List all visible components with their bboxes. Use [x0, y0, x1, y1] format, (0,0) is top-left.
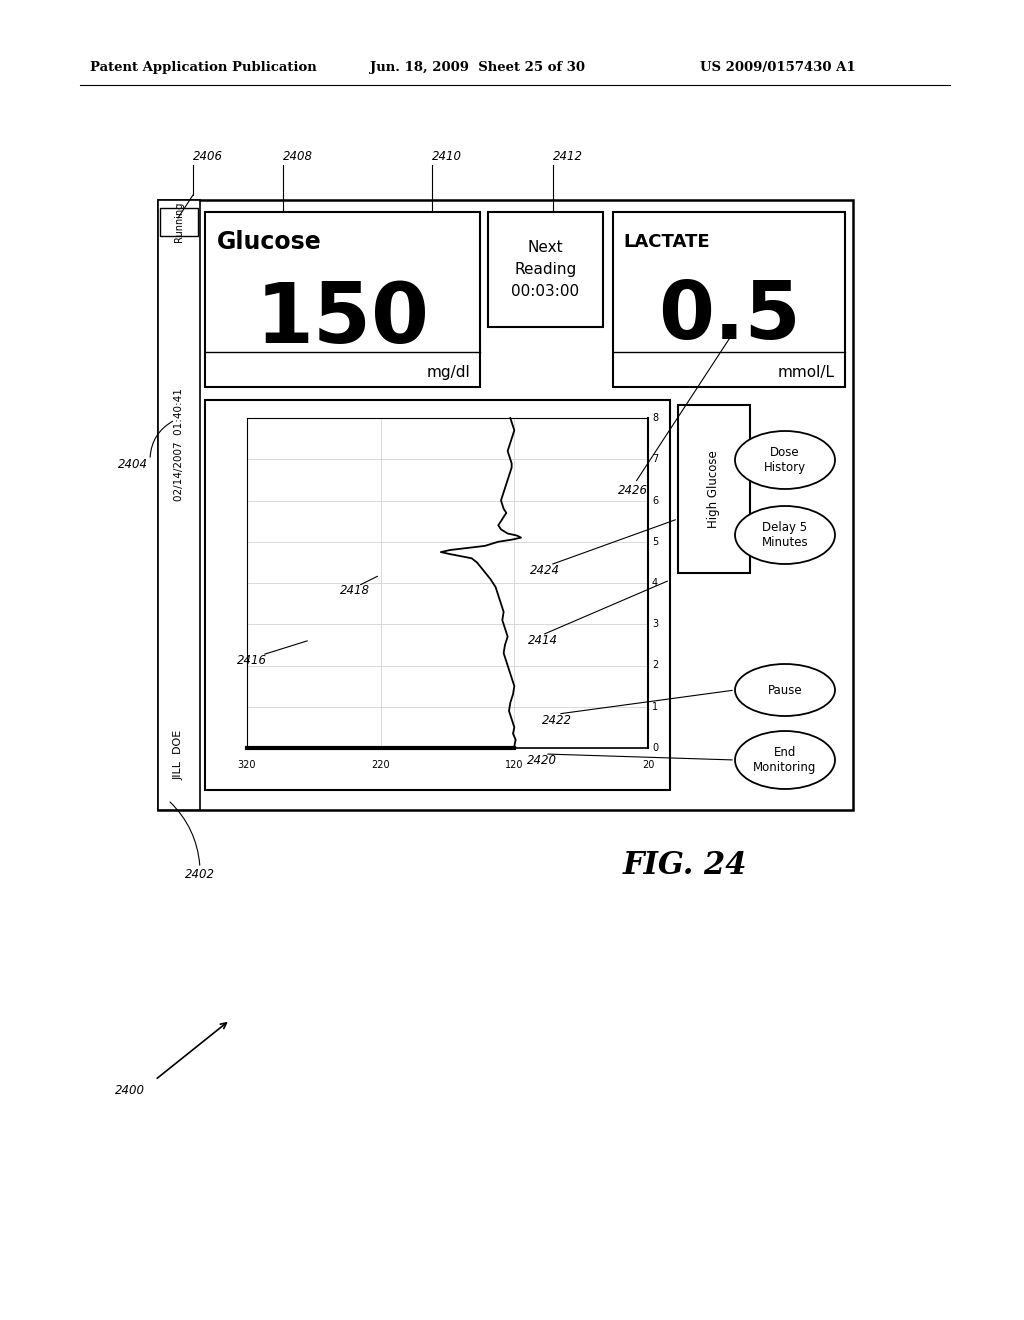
Text: 150: 150: [256, 280, 429, 360]
Bar: [160, 209, 198, 236]
Text: 8: 8: [652, 413, 658, 422]
Bar: [488, 213, 603, 327]
Text: 4: 4: [652, 578, 658, 587]
Text: Pause: Pause: [768, 684, 803, 697]
Text: 02/14/2007  01:40:41: 02/14/2007 01:40:41: [174, 388, 184, 502]
Text: 320: 320: [238, 760, 256, 770]
Text: 2420: 2420: [527, 754, 557, 767]
Text: 2410: 2410: [432, 150, 462, 164]
Text: 5: 5: [652, 537, 658, 546]
Text: 2400: 2400: [115, 1084, 145, 1097]
Bar: [205, 213, 480, 387]
Text: mmol/L: mmol/L: [778, 364, 835, 380]
Bar: [678, 405, 750, 573]
Text: 2408: 2408: [283, 150, 313, 164]
Text: Glucose: Glucose: [217, 230, 322, 253]
Text: 2412: 2412: [553, 150, 583, 164]
Bar: [158, 201, 200, 810]
Bar: [613, 213, 845, 387]
Text: 2404: 2404: [118, 458, 148, 471]
Text: 0.5: 0.5: [657, 279, 801, 356]
Text: 7: 7: [652, 454, 658, 465]
Ellipse shape: [735, 432, 835, 488]
Text: FIG. 24: FIG. 24: [623, 850, 748, 880]
Ellipse shape: [735, 506, 835, 564]
Text: End
Monitoring: End Monitoring: [754, 746, 817, 775]
Text: 2422: 2422: [542, 714, 572, 726]
Text: 20: 20: [642, 760, 654, 770]
Text: 1: 1: [652, 702, 658, 711]
Text: JILL  DOE: JILL DOE: [174, 730, 184, 780]
Text: 120: 120: [505, 760, 523, 770]
Text: Jun. 18, 2009  Sheet 25 of 30: Jun. 18, 2009 Sheet 25 of 30: [370, 62, 585, 74]
Text: 2416: 2416: [237, 653, 267, 667]
Text: 220: 220: [372, 760, 390, 770]
Text: Dose
History: Dose History: [764, 446, 806, 474]
Text: mg/dl: mg/dl: [426, 364, 470, 380]
Text: 2406: 2406: [193, 150, 223, 164]
Text: 2426: 2426: [618, 483, 648, 496]
Text: US 2009/0157430 A1: US 2009/0157430 A1: [700, 62, 856, 74]
Bar: [205, 400, 670, 789]
Text: 2418: 2418: [340, 583, 370, 597]
Text: LACTATE: LACTATE: [623, 234, 710, 251]
Text: 2402: 2402: [185, 869, 215, 882]
Ellipse shape: [735, 731, 835, 789]
Ellipse shape: [735, 664, 835, 715]
Text: 2424: 2424: [530, 564, 560, 577]
Text: 3: 3: [652, 619, 658, 630]
Text: Delay 5
Minutes: Delay 5 Minutes: [762, 520, 808, 549]
Text: Next
Reading
00:03:00: Next Reading 00:03:00: [511, 240, 580, 300]
Bar: [158, 201, 853, 810]
Text: 0: 0: [652, 743, 658, 752]
Text: 2: 2: [652, 660, 658, 671]
Text: Patent Application Publication: Patent Application Publication: [90, 62, 316, 74]
Text: 6: 6: [652, 495, 658, 506]
Text: 2414: 2414: [528, 634, 558, 647]
Text: High Glucose: High Glucose: [708, 450, 721, 528]
Text: Running: Running: [174, 202, 184, 242]
